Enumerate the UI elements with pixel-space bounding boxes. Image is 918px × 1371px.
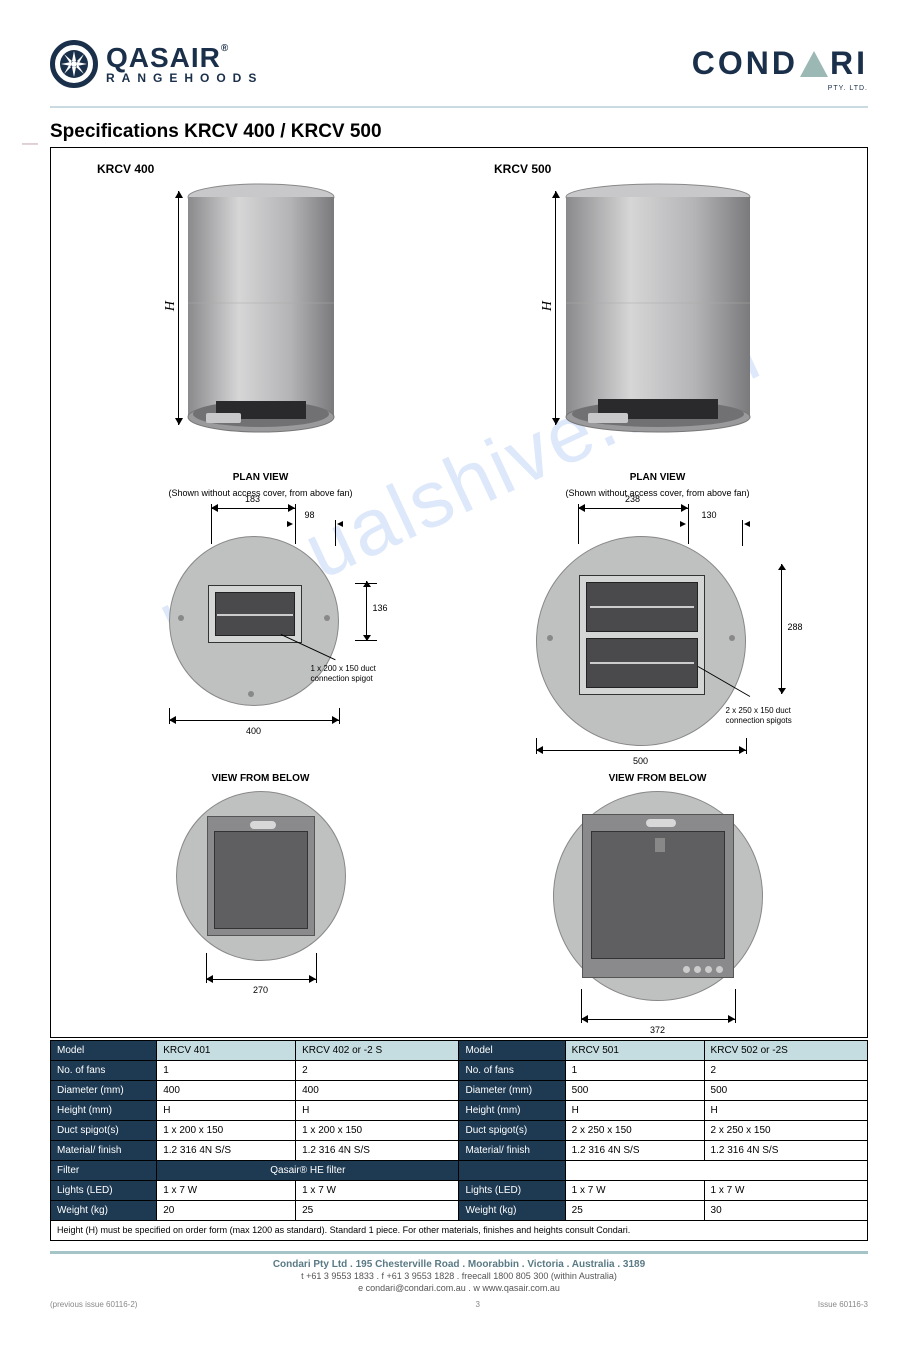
bottom-caption-left: VIEW FROM BELOW <box>212 772 310 785</box>
dim-plan-left-400: 400 <box>246 726 261 738</box>
dim-h-right: H <box>538 301 556 311</box>
dim-plan-right-238: 238 <box>625 494 640 506</box>
figure-frame: manualshive.com KRCV 400 <box>50 147 868 1038</box>
bottom-circle-left <box>176 791 346 961</box>
model-left-col: KRCV 400 H <box>67 162 454 472</box>
sheet-title: Specifications KRCV 400 / KRCV 500 <box>50 120 868 145</box>
plan-sub-right: (Shown without access cover, from above … <box>565 488 749 500</box>
page-root: QASAIR® RANGEHOODS CONDRI PTY. LTD. — Sp… <box>0 0 918 1371</box>
plan-caption-left: PLAN VIEW <box>233 471 289 484</box>
model-right-col: KRCV 500 H <box>464 162 851 472</box>
model-left-label: KRCV 400 <box>97 162 154 178</box>
th-model-l: Model <box>51 1040 157 1060</box>
doc-meta: (previous issue 60116-2) 3 Issue 60116-3 <box>50 1300 868 1310</box>
dim-plan-left-136: 136 <box>373 603 388 615</box>
dim-h-left: H <box>161 301 179 311</box>
cylinder-left <box>186 183 336 443</box>
dim-bottom-left-270: 270 <box>253 985 268 997</box>
callout-right: 2 x 250 x 150 duct connection spigots <box>726 706 816 727</box>
condari-logo: CONDRI PTY. LTD. <box>692 43 868 85</box>
model-right-label: KRCV 500 <box>494 162 551 178</box>
bottom-caption-right: VIEW FROM BELOW <box>609 772 707 785</box>
page-header: QASAIR® RANGEHOODS CONDRI PTY. LTD. <box>50 40 868 108</box>
plan-circle-right <box>536 536 746 746</box>
qasair-subtitle: RANGEHOODS <box>106 72 263 84</box>
qasair-logo: QASAIR® RANGEHOODS <box>50 40 263 88</box>
fan-icon <box>50 40 98 88</box>
qasair-name: QASAIR® <box>106 44 263 72</box>
dim-plan-right-500: 500 <box>633 756 648 768</box>
plan-sub-left: (Shown without access cover, from above … <box>168 488 352 500</box>
dim-plan-right-130: 130 <box>702 510 717 522</box>
page-footer: Condari Pty Ltd . 195 Chesterville Road … <box>50 1258 868 1294</box>
spec-table: Model KRCV 401 KRCV 402 or -2 S Model KR… <box>50 1040 868 1241</box>
cylinder-right <box>563 183 753 443</box>
table-footnote: Height (H) must be specified on order fo… <box>51 1220 868 1240</box>
dim-plan-right-288: 288 <box>788 622 803 634</box>
dim-plan-left-183: 183 <box>245 494 260 506</box>
margin-mark: — <box>22 134 38 155</box>
bottom-circle-right <box>553 791 763 1001</box>
callout-left: 1 x 200 x 150 duct connection spigot <box>311 664 391 685</box>
plan-caption-right: PLAN VIEW <box>630 471 686 484</box>
footer-rule <box>50 1251 868 1254</box>
dim-plan-left-98: 98 <box>305 510 315 522</box>
dim-bottom-right-372: 372 <box>650 1025 665 1037</box>
